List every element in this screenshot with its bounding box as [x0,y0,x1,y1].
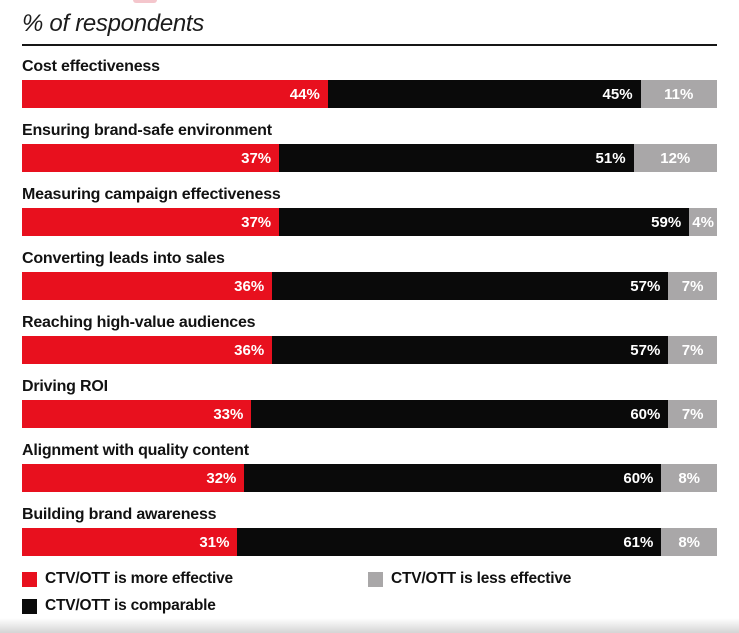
bar-value-label: 36% [234,341,265,359]
bar-segment: 12% [633,144,717,172]
legend-swatch-gray [368,571,383,587]
bar-group: Alignment with quality content 32% 60% 8% [22,442,717,492]
bar-segment: 8% [661,528,717,556]
legend: CTV/OTT is more effective CTV/OTT is les… [22,570,717,615]
bar-segment: 31% [22,528,238,556]
legend-item-comparable: CTV/OTT is comparable [22,597,216,615]
category-label: Cost effectiveness [22,58,160,75]
legend-label: CTV/OTT is more effective [45,570,233,587]
bar-value-label: 60% [630,405,661,423]
legend-swatch-red [22,571,37,587]
bar-segment: 59% [279,208,690,236]
category-label: Ensuring brand-safe environment [22,122,272,139]
bar-segment: 61% [237,528,662,556]
bar-value-label: 8% [678,533,701,551]
bar-group: Building brand awareness 31% 61% 8% [22,506,717,556]
stacked-bar: 37% 59% 4% [22,208,717,236]
bar-value-label: 61% [623,533,654,551]
stacked-bar: 31% 61% 8% [22,528,717,556]
bar-value-label: 11% [664,85,694,103]
bar-value-label: 44% [289,85,320,103]
bar-value-label: 37% [241,213,272,231]
bar-segment: 7% [668,272,717,300]
legend-label: CTV/OTT is comparable [45,597,216,614]
bar-value-label: 57% [630,277,661,295]
legend-label: CTV/OTT is less effective [391,570,572,587]
bar-segment: 37% [22,144,280,172]
bar-value-label: 4% [692,213,714,231]
bar-segment: 45% [327,80,641,108]
bar-segment: 33% [22,400,252,428]
category-label: Measuring campaign effectiveness [22,186,281,203]
bar-segment: 44% [22,80,328,108]
bar-segment: 60% [251,400,669,428]
legend-swatch-black [22,598,37,614]
bar-segment: 57% [272,336,669,364]
bar-value-label: 37% [241,149,272,167]
bar-segment: 60% [244,464,662,492]
cropped-title-artifact [133,0,157,3]
bar-group: Cost effectiveness 44% 45% 11% [22,58,717,108]
bar-group: Ensuring brand-safe environment 37% 51% 12… [22,122,717,172]
bar-group: Measuring campaign effectiveness 37% 59% 4… [22,186,717,236]
legend-row: CTV/OTT is comparable [22,597,717,615]
bar-value-label: 7% [681,277,704,295]
bar-value-label: 45% [602,85,633,103]
bar-segment: 7% [668,400,717,428]
stacked-bar: 36% 57% 7% [22,272,717,300]
bar-segment: 32% [22,464,245,492]
bar-segment: 37% [22,208,280,236]
category-label: Building brand awareness [22,506,217,523]
bar-group: Reaching high-value audiences 36% 57% 7% [22,314,717,364]
bar-value-label: 32% [206,469,237,487]
bar-value-label: 36% [234,277,265,295]
bar-value-label: 8% [678,469,701,487]
bar-value-label: 51% [595,149,626,167]
title-divider [22,44,717,46]
stacked-bar: 44% 45% 11% [22,80,717,108]
stacked-bar: 37% 51% 12% [22,144,717,172]
category-label: Converting leads into sales [22,250,225,267]
stacked-bar: 33% 60% 7% [22,400,717,428]
legend-row: CTV/OTT is more effective CTV/OTT is les… [22,570,717,588]
bar-segment: 57% [272,272,669,300]
bar-segment: 7% [668,336,717,364]
bar-value-label: 7% [681,405,704,423]
bar-segment: 51% [279,144,634,172]
bar-group: Converting leads into sales 36% 57% 7% [22,250,717,300]
bar-segment: 8% [661,464,717,492]
bar-value-label: 12% [660,149,691,167]
bar-segment: 4% [689,208,717,236]
bar-value-label: 7% [681,341,704,359]
stacked-bar: 32% 60% 8% [22,464,717,492]
bar-value-label: 31% [199,533,230,551]
category-label: Reaching high-value audiences [22,314,256,331]
bar-value-label: 59% [651,213,682,231]
legend-item-more-effective: CTV/OTT is more effective [22,570,368,588]
bar-group: Driving ROI 33% 60% 7% [22,378,717,428]
legend-item-less-effective: CTV/OTT is less effective [368,570,571,588]
bar-segment: 11% [640,80,717,108]
bar-groups: Cost effectiveness 44% 45% 11% Ensuring br… [22,58,717,556]
bar-segment: 36% [22,336,273,364]
bar-value-label: 33% [213,405,244,423]
chart-subtitle: % of respondents [22,10,204,37]
bar-value-label: 57% [630,341,661,359]
bar-segment: 36% [22,272,273,300]
category-label: Alignment with quality content [22,442,249,459]
category-label: Driving ROI [22,378,108,395]
stacked-bar: 36% 57% 7% [22,336,717,364]
bar-value-label: 60% [623,469,654,487]
